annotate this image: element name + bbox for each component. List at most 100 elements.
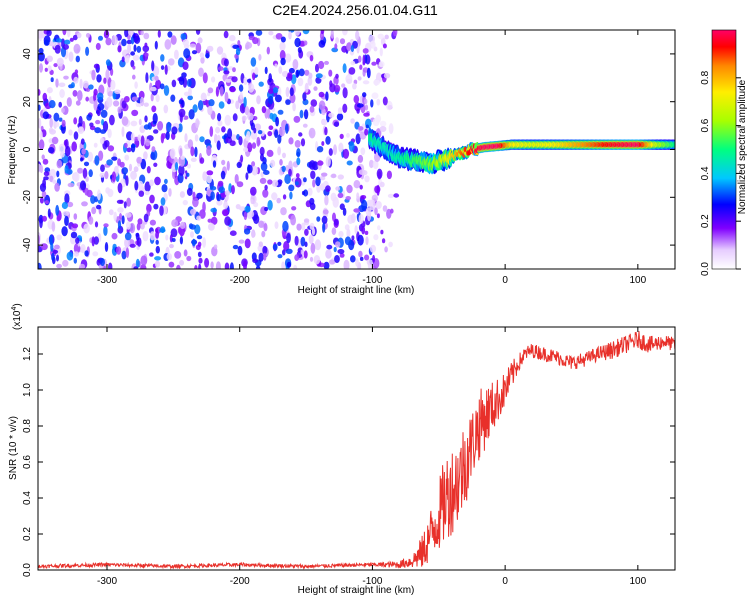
- noise-cell: [258, 81, 264, 87]
- noise-cell: [272, 87, 279, 94]
- noise-cell: [51, 252, 55, 261]
- noise-cell: [90, 195, 96, 204]
- noise-cell: [258, 241, 263, 247]
- noise-cell: [68, 51, 74, 62]
- noise-cell: [126, 147, 132, 153]
- noise-cell: [200, 56, 205, 64]
- noise-cell: [155, 228, 159, 233]
- noise-cell: [285, 86, 290, 98]
- noise-cell: [232, 244, 239, 250]
- noise-cell: [342, 207, 347, 216]
- noise-cell: [325, 185, 331, 193]
- noise-cell: [130, 60, 135, 68]
- noise-cell: [168, 58, 175, 66]
- noise-cell: [216, 140, 221, 151]
- noise-cell: [275, 116, 279, 127]
- noise-cell: [221, 159, 226, 166]
- noise-cell: [284, 174, 291, 185]
- noise-cell: [73, 43, 81, 54]
- noise-cell: [197, 37, 203, 44]
- noise-cell: [362, 92, 367, 98]
- noise-cell: [236, 161, 242, 169]
- noise-cell: [93, 100, 98, 111]
- noise-cell: [121, 167, 128, 175]
- noise-cell: [46, 30, 52, 37]
- noise-cell: [369, 244, 377, 253]
- noise-cell: [146, 166, 151, 174]
- noise-cell: [106, 96, 113, 108]
- noise-cell: [192, 191, 196, 200]
- noise-cell: [49, 117, 53, 129]
- noise-cell: [131, 109, 139, 117]
- noise-cell: [123, 96, 130, 103]
- noise-cell: [245, 42, 253, 49]
- noise-cell: [117, 182, 123, 194]
- noise-cell: [104, 242, 109, 252]
- noise-cell: [342, 87, 348, 99]
- noise-cell: [93, 92, 97, 103]
- noise-cell: [280, 57, 286, 66]
- noise-cell: [317, 160, 324, 166]
- noise-cell: [41, 190, 47, 198]
- x-tick-label: -200: [230, 275, 250, 286]
- noise-cell: [153, 203, 159, 210]
- noise-cell: [64, 215, 69, 227]
- colorbar-tick-label: 0.4: [700, 166, 711, 180]
- noise-cell: [132, 65, 136, 70]
- snr-frame: [37, 326, 676, 571]
- noise-cell: [133, 266, 139, 269]
- noise-cell: [378, 61, 385, 68]
- noise-cell: [111, 156, 118, 161]
- noise-cell: [140, 30, 144, 36]
- noise-cell: [239, 91, 243, 100]
- noise-cell: [300, 138, 306, 147]
- noise-cell: [310, 170, 316, 180]
- noise-cell: [144, 52, 149, 57]
- noise-cell: [198, 67, 204, 77]
- noise-cell: [132, 74, 136, 80]
- noise-cell: [117, 45, 122, 53]
- noise-cell: [73, 76, 79, 84]
- noise-cell: [61, 107, 65, 114]
- noise-cell: [144, 190, 150, 196]
- noise-cell: [286, 232, 291, 244]
- noise-cell: [290, 214, 296, 226]
- noise-cell: [75, 100, 81, 106]
- noise-cell: [209, 186, 217, 191]
- noise-cell: [38, 262, 42, 269]
- noise-cell: [326, 244, 333, 250]
- x-tick-label: -100: [362, 576, 382, 587]
- noise-cell: [100, 164, 105, 172]
- noise-cell: [194, 146, 198, 158]
- noise-cell: [238, 136, 243, 146]
- noise-cell: [210, 216, 218, 225]
- noise-cell: [339, 203, 345, 210]
- noise-cell: [377, 33, 384, 40]
- noise-cell: [229, 34, 236, 42]
- noise-cell: [197, 100, 204, 111]
- x-tick-label: 100: [629, 275, 646, 286]
- noise-cell: [235, 100, 240, 110]
- noise-cell: [322, 222, 326, 233]
- noise-cell: [283, 241, 290, 252]
- noise-cell: [130, 51, 136, 56]
- noise-cell: [211, 76, 216, 83]
- noise-cell: [164, 178, 168, 184]
- noise-cell: [255, 265, 261, 269]
- noise-cell: [80, 138, 85, 145]
- noise-cell: [108, 262, 113, 269]
- noise-cell: [73, 213, 78, 220]
- noise-cell: [295, 69, 300, 78]
- noise-cell: [165, 234, 169, 241]
- noise-cell: [245, 172, 249, 180]
- noise-cell: [357, 55, 362, 63]
- noise-cell: [151, 146, 156, 153]
- noise-cell: [44, 200, 49, 205]
- snr-panel: -300 -200 -100 0 100 0.0 0.2 0.4 0.6 0.8 1.0 1.2 H…: [8, 303, 676, 596]
- noise-cell: [125, 55, 130, 61]
- noise-cell: [318, 40, 326, 48]
- noise-cell: [318, 60, 325, 70]
- noise-cell: [139, 125, 146, 134]
- noise-cell: [293, 264, 298, 269]
- noise-cell: [93, 142, 98, 148]
